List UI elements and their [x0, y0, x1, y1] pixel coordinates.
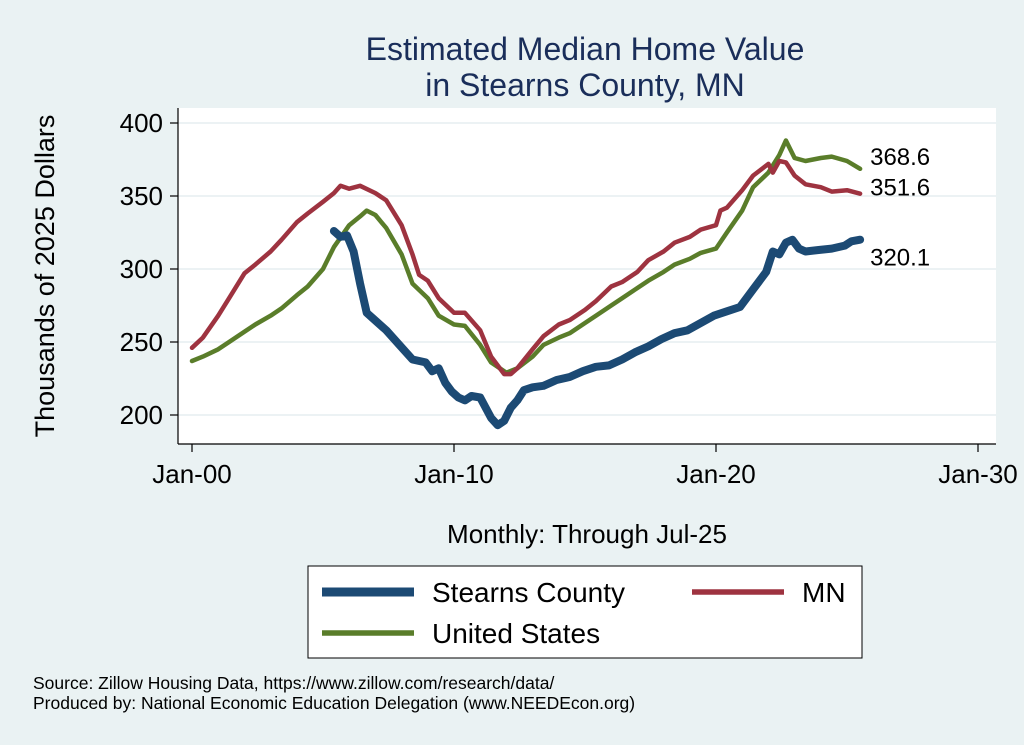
x-tick-label: Jan-20 — [676, 459, 756, 489]
y-tick-label: 200 — [120, 400, 163, 430]
series-line-stearns-county — [329, 227, 865, 430]
series-line-mn — [189, 158, 863, 377]
legend-label-united-states: United States — [432, 618, 600, 649]
producer-note: Produced by: National Economic Education… — [33, 693, 636, 713]
x-tick-label: Jan-00 — [152, 459, 232, 489]
gridlines — [178, 122, 996, 416]
end-label-mn: 351.6 — [870, 175, 930, 202]
x-tick-label: Jan-30 — [938, 459, 1018, 489]
y-tick-label: 250 — [120, 327, 163, 357]
legend-label-stearns-county: Stearns County — [432, 577, 625, 608]
y-tick-label: 350 — [120, 181, 163, 211]
x-axis-label: Monthly: Through Jul-25 — [447, 519, 727, 549]
end-label-united-states: 368.6 — [870, 144, 930, 171]
legend — [307, 565, 863, 659]
x-ticks: Jan-00 Jan-10 Jan-20 Jan-30 — [152, 444, 1018, 489]
y-tick-label: 400 — [120, 108, 163, 138]
source-note: Source: Zillow Housing Data, https://www… — [33, 673, 555, 693]
x-tick-label: Jan-10 — [414, 459, 494, 489]
legend-label-mn: MN — [802, 577, 846, 608]
y-ticks: 200 250 300 350 400 — [120, 108, 178, 430]
series-line-united-states — [189, 138, 863, 375]
y-tick-label: 300 — [120, 254, 163, 284]
series-group — [189, 138, 865, 430]
chart-title-line-1: Estimated Median Home Value — [366, 31, 805, 67]
end-labels: 320.1 351.6 368.6 — [870, 144, 930, 272]
end-label-stearns-county: 320.1 — [870, 245, 930, 272]
y-axis-label: Thousands of 2025 Dollars — [30, 115, 60, 438]
legend-items: Stearns County MN United States — [322, 577, 846, 649]
chart-title-line-2: in Stearns County, MN — [425, 67, 745, 103]
